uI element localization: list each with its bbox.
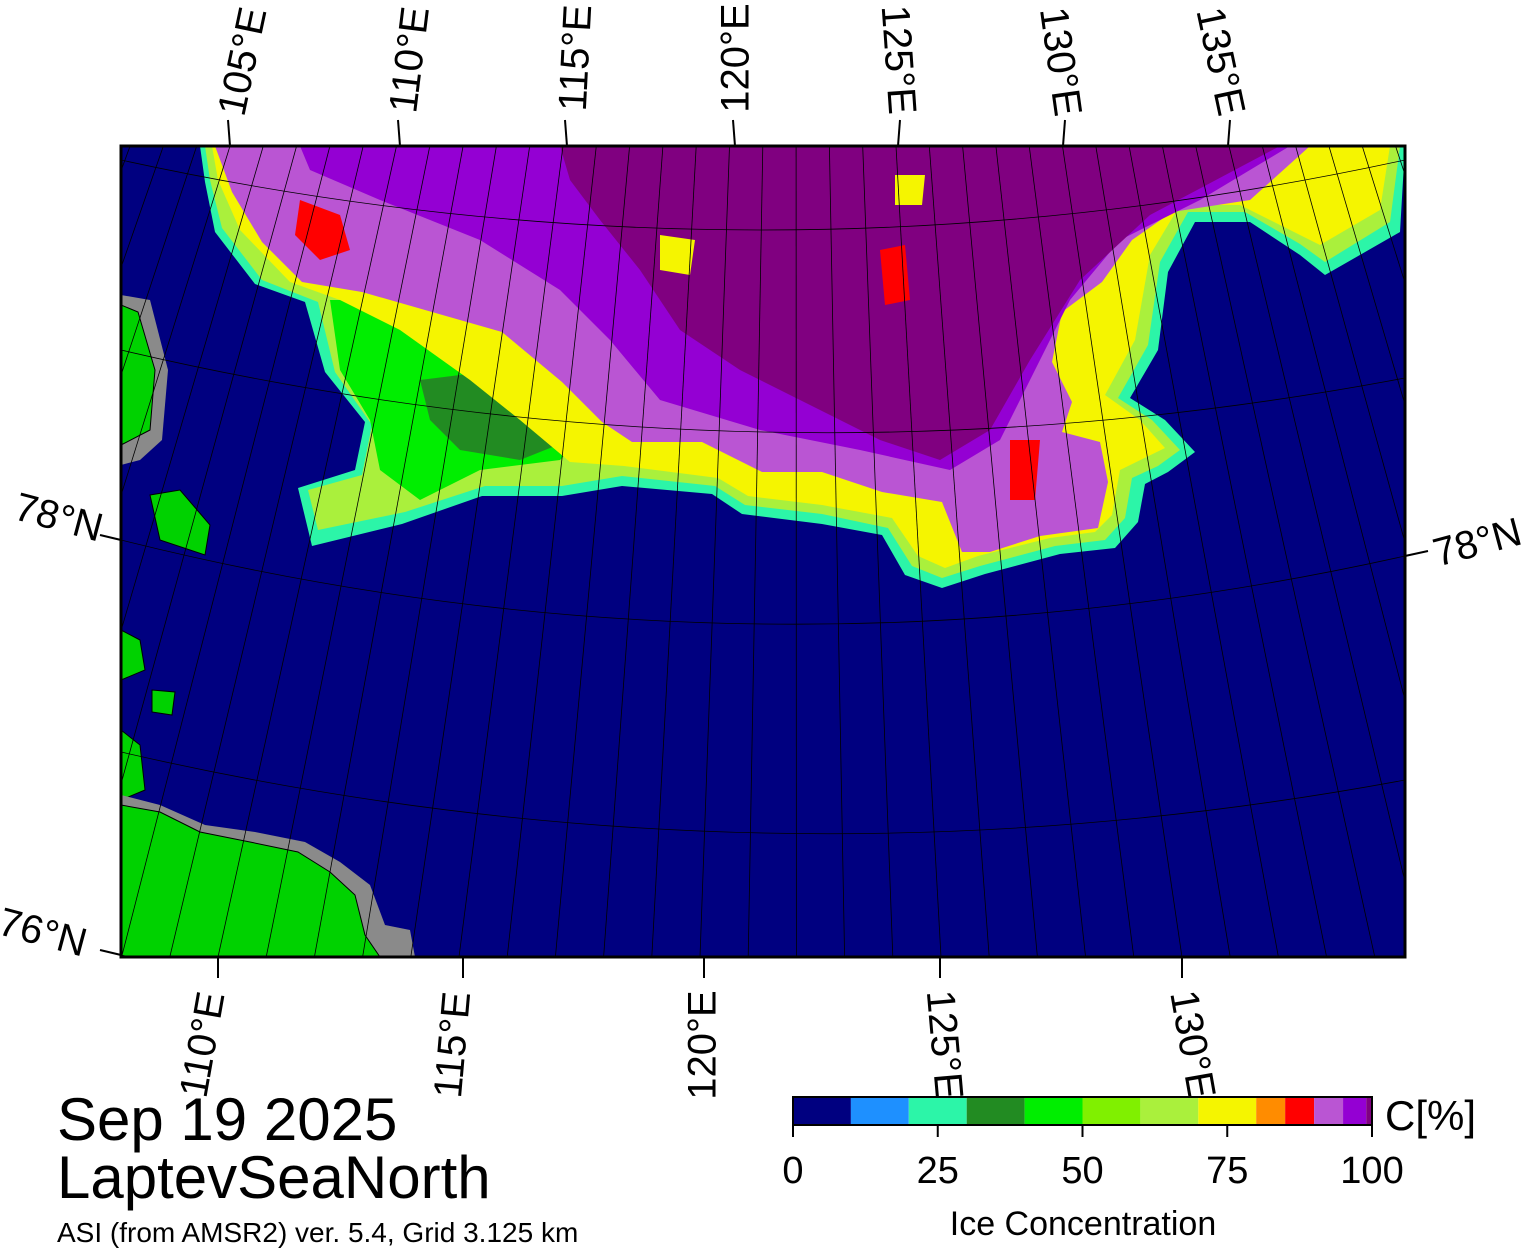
colorbar-tick-label: 100 bbox=[1340, 1150, 1403, 1192]
colorbar-bin bbox=[909, 1097, 967, 1125]
lat-label: 78°N bbox=[10, 485, 108, 551]
colorbar-bin bbox=[1343, 1097, 1366, 1125]
lat-label: 78°N bbox=[1429, 510, 1527, 576]
colorbar-tick-label: 50 bbox=[1061, 1150, 1103, 1192]
meridian bbox=[0, 146, 130, 957]
colorbar-label: Ice Concentration bbox=[950, 1205, 1217, 1243]
lon-label: 110°E bbox=[172, 988, 234, 1100]
lon-label: 115°E bbox=[426, 990, 479, 1100]
colorbar-tick-label: 0 bbox=[782, 1150, 803, 1192]
colorbar-bin bbox=[967, 1097, 1025, 1125]
ice-patch bbox=[880, 245, 910, 305]
lon-label: 120°E bbox=[681, 990, 725, 1099]
tick bbox=[100, 535, 121, 540]
land bbox=[152, 690, 175, 715]
colorbar-bin bbox=[1314, 1097, 1343, 1125]
ice-patch bbox=[1010, 440, 1040, 500]
lon-label: 130°E bbox=[1161, 987, 1223, 1102]
tick bbox=[398, 120, 400, 146]
ice-patch bbox=[895, 175, 925, 205]
colorbar-tick-label: 75 bbox=[1206, 1150, 1248, 1192]
meridian bbox=[0, 146, 97, 957]
region-title: LaptevSeaNorth bbox=[57, 1144, 491, 1211]
lon-label: 130°E bbox=[1031, 4, 1090, 118]
lon-label: 135°E bbox=[1187, 3, 1253, 119]
tick bbox=[733, 120, 735, 146]
subtitle: ASI (from AMSR2) ver. 5.4, Grid 3.125 km bbox=[57, 1217, 578, 1248]
lon-label: 125°E bbox=[873, 4, 925, 116]
colorbar-bin bbox=[1083, 1097, 1141, 1125]
colorbar-bin bbox=[1140, 1097, 1198, 1125]
date-title: Sep 19 2025 bbox=[57, 1086, 397, 1153]
tick bbox=[1063, 120, 1065, 146]
colorbar-bin bbox=[793, 1097, 851, 1125]
colorbar-bin bbox=[1256, 1097, 1285, 1125]
tick bbox=[228, 120, 230, 146]
lon-label: 110°E bbox=[381, 4, 438, 115]
tick bbox=[898, 120, 900, 146]
colorbar-unit: C[%] bbox=[1385, 1092, 1476, 1139]
colorbar-tick-label: 25 bbox=[917, 1150, 959, 1192]
tick bbox=[565, 120, 567, 146]
meridian bbox=[0, 146, 30, 957]
map-area bbox=[0, 146, 1528, 1037]
colorbar-bin bbox=[1198, 1097, 1256, 1125]
lon-label: 105°E bbox=[210, 3, 276, 119]
tick bbox=[100, 950, 121, 955]
lon-label: 120°E bbox=[714, 3, 758, 112]
lon-label: 115°E bbox=[551, 4, 601, 113]
meridian bbox=[0, 146, 64, 957]
colorbar-bin bbox=[851, 1097, 909, 1125]
tick bbox=[1228, 120, 1230, 146]
parallel bbox=[121, 955, 1405, 1037]
lon-label: 125°E bbox=[918, 988, 971, 1101]
colorbar-bin bbox=[1285, 1097, 1314, 1125]
tick bbox=[1405, 551, 1428, 556]
colorbar-bin bbox=[1025, 1097, 1083, 1125]
lat-label: 76°N bbox=[0, 900, 91, 966]
